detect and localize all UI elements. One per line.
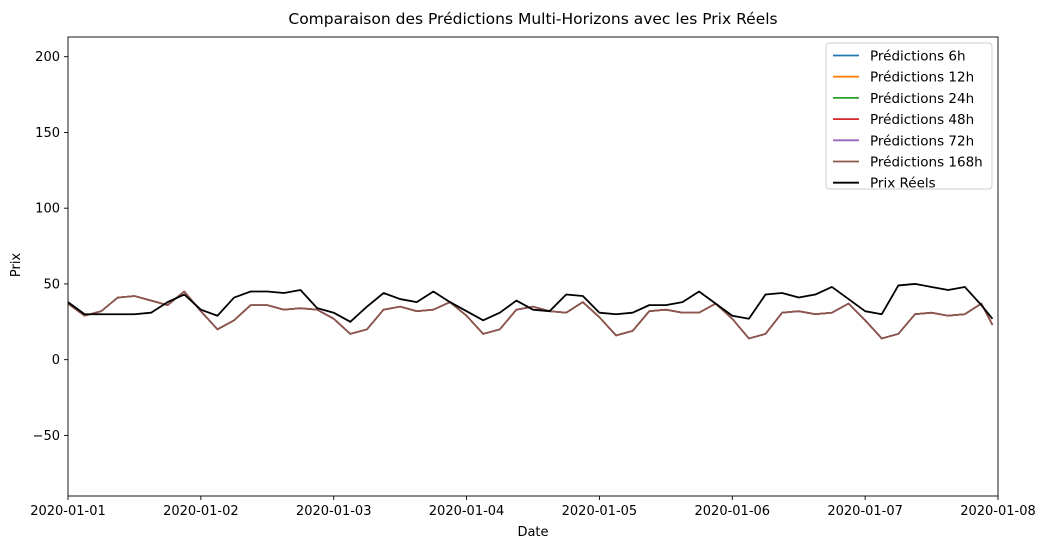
plot-area	[68, 283, 994, 340]
legend: Prédictions 6h Prédictions 12h Prédictions…	[825, 42, 993, 192]
series-line-pr-dictions-72h	[68, 290, 994, 340]
x-tick-label: 2020-01-05	[562, 504, 638, 519]
y-tick-label: 200	[35, 50, 60, 65]
x-tick-label: 2020-01-02	[163, 504, 239, 519]
series-line-pr-dictions-48h	[68, 290, 994, 340]
y-tick-label: 50	[43, 277, 60, 292]
legend-label: Prédictions 48h	[870, 112, 974, 128]
legend-label: Prédictions 24h	[870, 91, 974, 107]
series-line-pr-dictions-24h	[68, 290, 994, 340]
x-tick-label: 2020-01-03	[296, 504, 372, 519]
x-tick-label: 2020-01-06	[695, 504, 771, 519]
x-tick-label: 2020-01-04	[429, 504, 505, 519]
y-tick-label: 0	[52, 353, 60, 368]
series-line-prix-r-els	[68, 283, 994, 323]
x-tick-label: 2020-01-01	[30, 504, 106, 519]
chart-title: Comparaison des Prédictions Multi-Horizo…	[288, 10, 777, 28]
y-axis-label: Prix	[9, 253, 24, 278]
series-line-pr-dictions-168h	[68, 290, 994, 340]
legend-label: Prédictions 12h	[870, 70, 974, 86]
legend-label: Prédictions 72h	[870, 133, 974, 149]
axes: 2020-01-01 2020-01-02 2020-01-03 2020-01-04…	[30, 36, 1036, 519]
legend-label: Prédictions 168h	[870, 155, 983, 171]
plot-frame	[67, 36, 999, 497]
legend-label: Prédictions 6h	[870, 49, 966, 65]
x-tick-label: 2020-01-08	[960, 504, 1036, 519]
legend-label: Prix Réels	[870, 176, 936, 192]
series-line-pr-dictions-6h	[68, 290, 994, 340]
legend-box	[825, 42, 993, 190]
x-axis-label: Date	[517, 525, 548, 540]
series-lines	[68, 283, 994, 340]
y-tick-label: −50	[33, 429, 60, 444]
x-tick-label: 2020-01-07	[827, 504, 903, 519]
series-line-pr-dictions-12h	[68, 290, 994, 340]
y-tick-label: 150	[35, 126, 60, 141]
y-tick-label: 100	[35, 202, 60, 217]
